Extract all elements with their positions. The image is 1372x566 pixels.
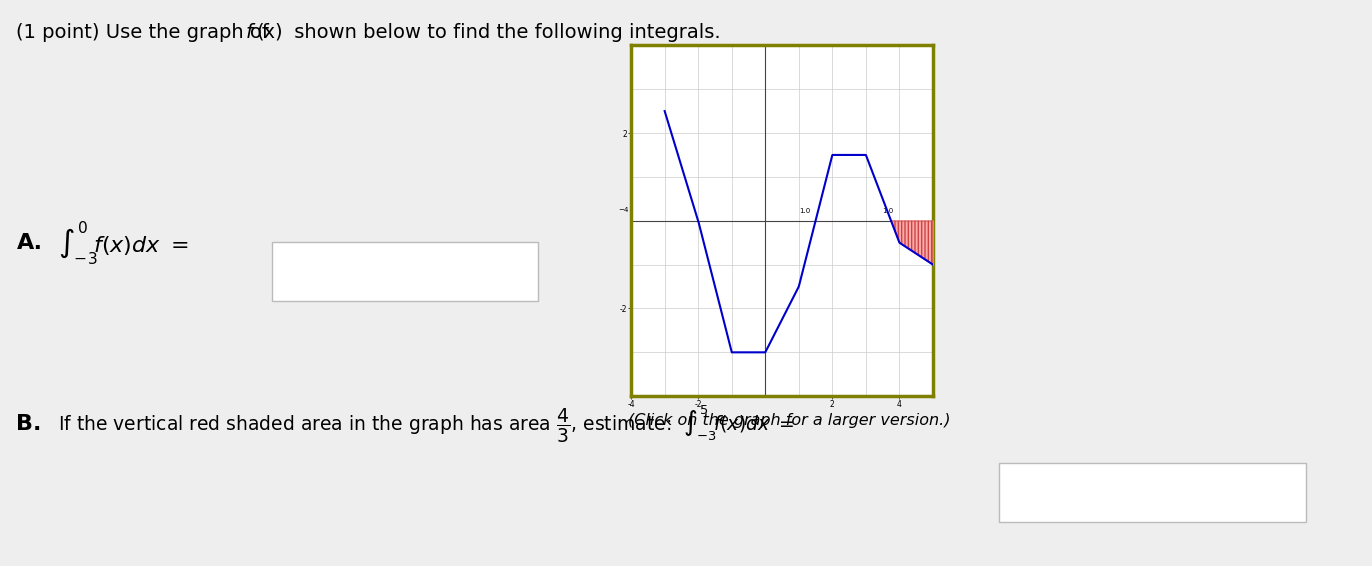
- Text: (Click on the graph for a larger version.): (Click on the graph for a larger version…: [627, 413, 951, 428]
- FancyBboxPatch shape: [999, 463, 1306, 522]
- Text: (1 point) Use the graph of: (1 point) Use the graph of: [16, 23, 276, 42]
- FancyBboxPatch shape: [272, 242, 538, 301]
- Text: B.: B.: [16, 414, 41, 435]
- Text: f: f: [246, 23, 252, 42]
- Text: shown below to find the following integrals.: shown below to find the following integr…: [288, 23, 720, 42]
- Text: 1.0: 1.0: [799, 208, 809, 214]
- Text: A.: A.: [16, 233, 43, 254]
- Text: $-$4: $-$4: [617, 205, 630, 214]
- Text: (x): (x): [257, 23, 283, 42]
- Text: If the vertical red shaded area in the graph has area $\dfrac{4}{3}$, estimate: : If the vertical red shaded area in the g…: [58, 404, 793, 445]
- Text: 1.0: 1.0: [882, 208, 895, 214]
- Text: $\int_{-3}^{0}\!f(x)dx\ =$: $\int_{-3}^{0}\!f(x)dx\ =$: [58, 220, 188, 267]
